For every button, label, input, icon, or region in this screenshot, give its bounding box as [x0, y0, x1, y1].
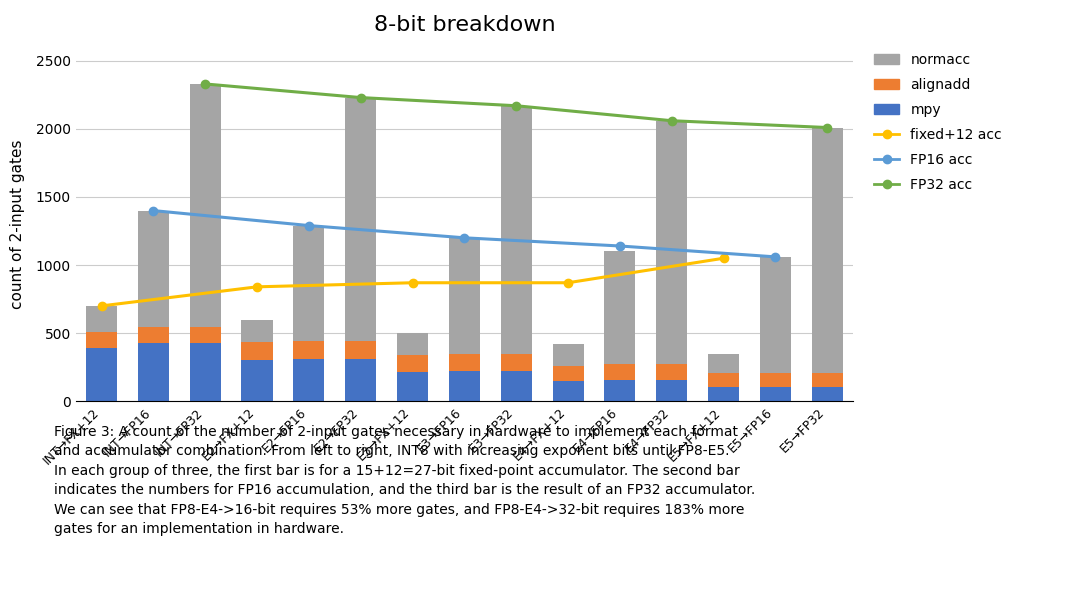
Bar	[501, 354, 531, 371]
fixed+12 acc	[717, 255, 730, 262]
FP16 acc	[613, 242, 626, 250]
Bar	[812, 373, 842, 387]
Line: FP16 acc: FP16 acc	[149, 206, 780, 261]
FP16 acc	[769, 253, 782, 260]
Bar	[760, 257, 791, 373]
FP32 acc	[354, 94, 367, 101]
Bar	[190, 327, 220, 343]
Text: Figure 3: A count of the number of 2-input gates necessary in hardware to implem: Figure 3: A count of the number of 2-inp…	[54, 425, 755, 536]
Y-axis label: count of 2-input gates: count of 2-input gates	[10, 139, 25, 309]
Bar	[138, 211, 168, 327]
Bar	[397, 355, 428, 372]
Bar	[397, 333, 428, 355]
Bar	[553, 381, 583, 401]
Bar	[294, 225, 324, 340]
Bar	[86, 332, 117, 348]
FP16 acc	[302, 222, 315, 229]
Bar	[501, 371, 531, 401]
Bar	[397, 372, 428, 401]
Bar	[708, 387, 739, 401]
FP32 acc	[821, 124, 834, 131]
Title: 8-bit breakdown: 8-bit breakdown	[374, 15, 555, 35]
Bar	[86, 306, 117, 332]
FP32 acc	[665, 117, 678, 124]
Bar	[812, 387, 842, 401]
fixed+12 acc	[95, 302, 108, 309]
Bar	[346, 340, 376, 359]
FP32 acc	[199, 80, 212, 87]
Bar	[449, 354, 480, 371]
Bar	[242, 342, 272, 360]
fixed+12 acc	[406, 279, 419, 286]
Bar	[760, 387, 791, 401]
Bar	[346, 359, 376, 401]
Bar	[605, 251, 635, 365]
FP32 acc	[510, 102, 523, 109]
Bar	[346, 97, 376, 340]
Bar	[657, 380, 687, 401]
Bar	[190, 343, 220, 401]
Bar	[812, 127, 842, 373]
Bar	[242, 360, 272, 401]
Bar	[708, 353, 739, 373]
Bar	[294, 359, 324, 401]
Bar	[553, 344, 583, 366]
Bar	[449, 238, 480, 354]
Bar	[501, 106, 531, 354]
Bar	[138, 343, 168, 401]
Bar	[190, 84, 220, 327]
Bar	[657, 121, 687, 365]
fixed+12 acc	[251, 283, 264, 290]
Bar	[138, 327, 168, 343]
Bar	[86, 348, 117, 401]
Bar	[760, 373, 791, 387]
Bar	[553, 366, 583, 381]
Line: FP32 acc: FP32 acc	[201, 80, 832, 132]
FP16 acc	[458, 234, 471, 241]
Legend: normacc, alignadd, mpy, fixed+12 acc, FP16 acc, FP32 acc: normacc, alignadd, mpy, fixed+12 acc, FP…	[868, 47, 1008, 198]
Bar	[708, 373, 739, 387]
Line: fixed+12 acc: fixed+12 acc	[97, 254, 728, 310]
Bar	[449, 371, 480, 401]
fixed+12 acc	[562, 279, 575, 286]
Bar	[657, 365, 687, 380]
Bar	[605, 365, 635, 380]
Bar	[605, 380, 635, 401]
Bar	[242, 320, 272, 342]
Bar	[294, 340, 324, 359]
FP16 acc	[147, 207, 160, 214]
